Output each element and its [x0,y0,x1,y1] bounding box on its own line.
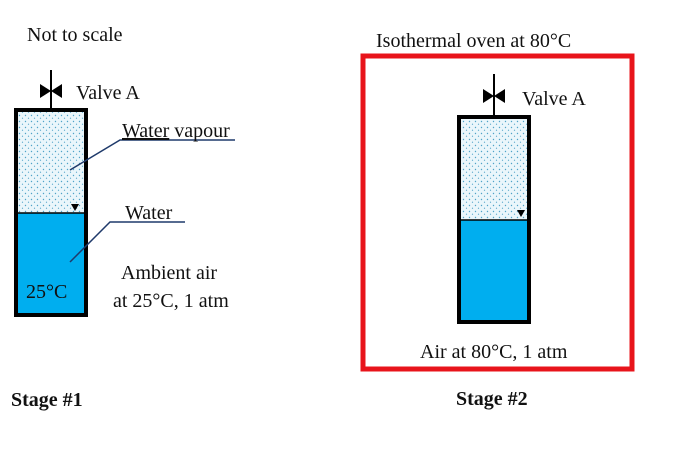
stage1-valve-label: Valve A [76,82,140,104]
ambient-air-label-line2: at 25°C, 1 atm [113,290,229,312]
valve-icon [483,89,505,103]
valve-icon [40,84,62,98]
not-to-scale-note: Not to scale [27,24,123,46]
stage2-caption: Stage #2 [456,388,528,410]
stage1-caption: Stage #1 [11,389,83,411]
stage1-water-region [16,213,86,315]
stage2-vapour-region [459,117,529,220]
stage2-water-region [459,220,529,322]
water-vapour-label-underlined: Water [122,120,170,142]
water-vapour-label-rest: vapour [169,120,230,142]
water-vapour-label: Water vapour [122,120,230,142]
isothermal-oven [360,53,635,372]
water-level-marker-icon [71,204,79,211]
oven-title: Isothermal oven at 80°C [376,30,571,52]
stage2-valve-label: Valve A [522,88,586,110]
water-level-marker-icon [517,210,525,217]
stage1-vapour-region [16,110,86,213]
water-leader-line [69,221,185,263]
vapour-leader-line [69,139,235,171]
oven-air-label: Air at 80°C, 1 atm [420,341,568,363]
stage1-temperature-label: 25°C [26,281,67,303]
water-label: Water [125,202,173,224]
ambient-air-label-line1: Ambient air [121,262,217,284]
